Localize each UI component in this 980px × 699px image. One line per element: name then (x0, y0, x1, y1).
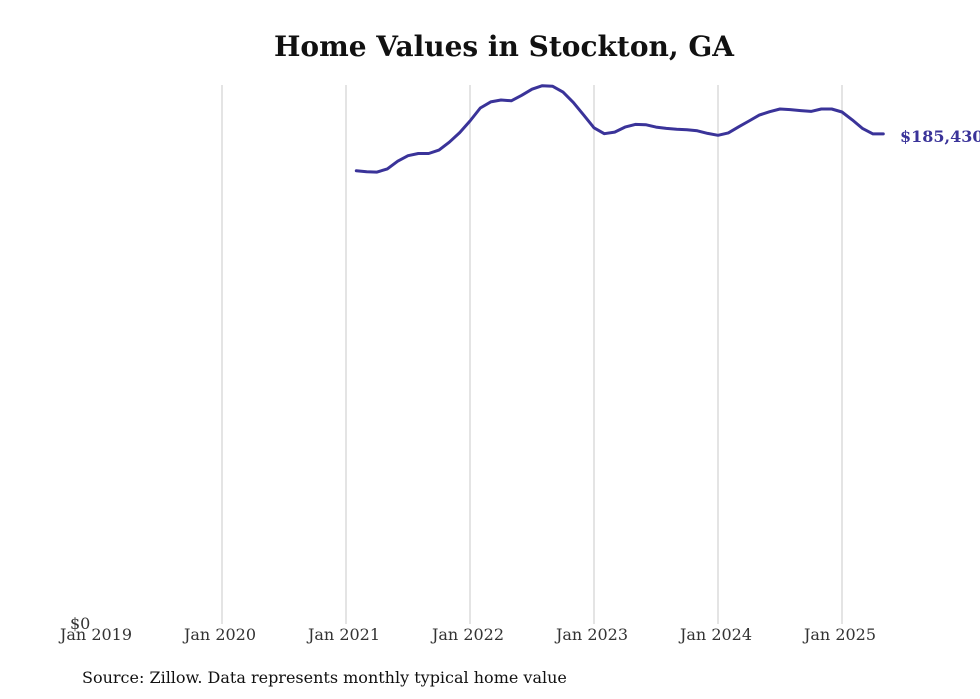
x-axis-tick-label: Jan 2025 (802, 625, 876, 644)
source-note: Source: Zillow. Data represents monthly … (82, 668, 567, 687)
gridlines (221, 85, 843, 624)
line-chart: Jan 2019 Jan 2020 Jan 2021 Jan 2022 Jan 2023… (58, 84, 980, 644)
x-axis-tick-label: Jan 2024 (678, 625, 752, 644)
x-axis-tick-labels: Jan 2019 Jan 2020 Jan 2021 Jan 2022 Jan 2023… (58, 625, 876, 644)
x-axis-tick-label: Jan 2021 (306, 625, 380, 644)
x-axis-tick-label: Jan 2020 (182, 625, 256, 644)
home-value-line (354, 84, 885, 174)
end-value-label: $185,430 (900, 127, 980, 146)
y-axis-tick-label: $0 (70, 614, 90, 633)
x-axis-tick-label: Jan 2019 (58, 625, 132, 644)
chart-title: Home Values in Stockton, GA (273, 30, 735, 63)
x-axis-tick-label: Jan 2022 (430, 625, 504, 644)
x-axis-tick-label: Jan 2023 (554, 625, 628, 644)
